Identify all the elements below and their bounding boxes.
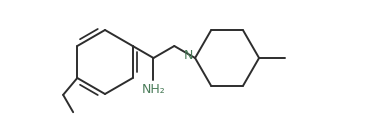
Text: N: N bbox=[183, 49, 193, 62]
Text: NH₂: NH₂ bbox=[142, 83, 165, 96]
